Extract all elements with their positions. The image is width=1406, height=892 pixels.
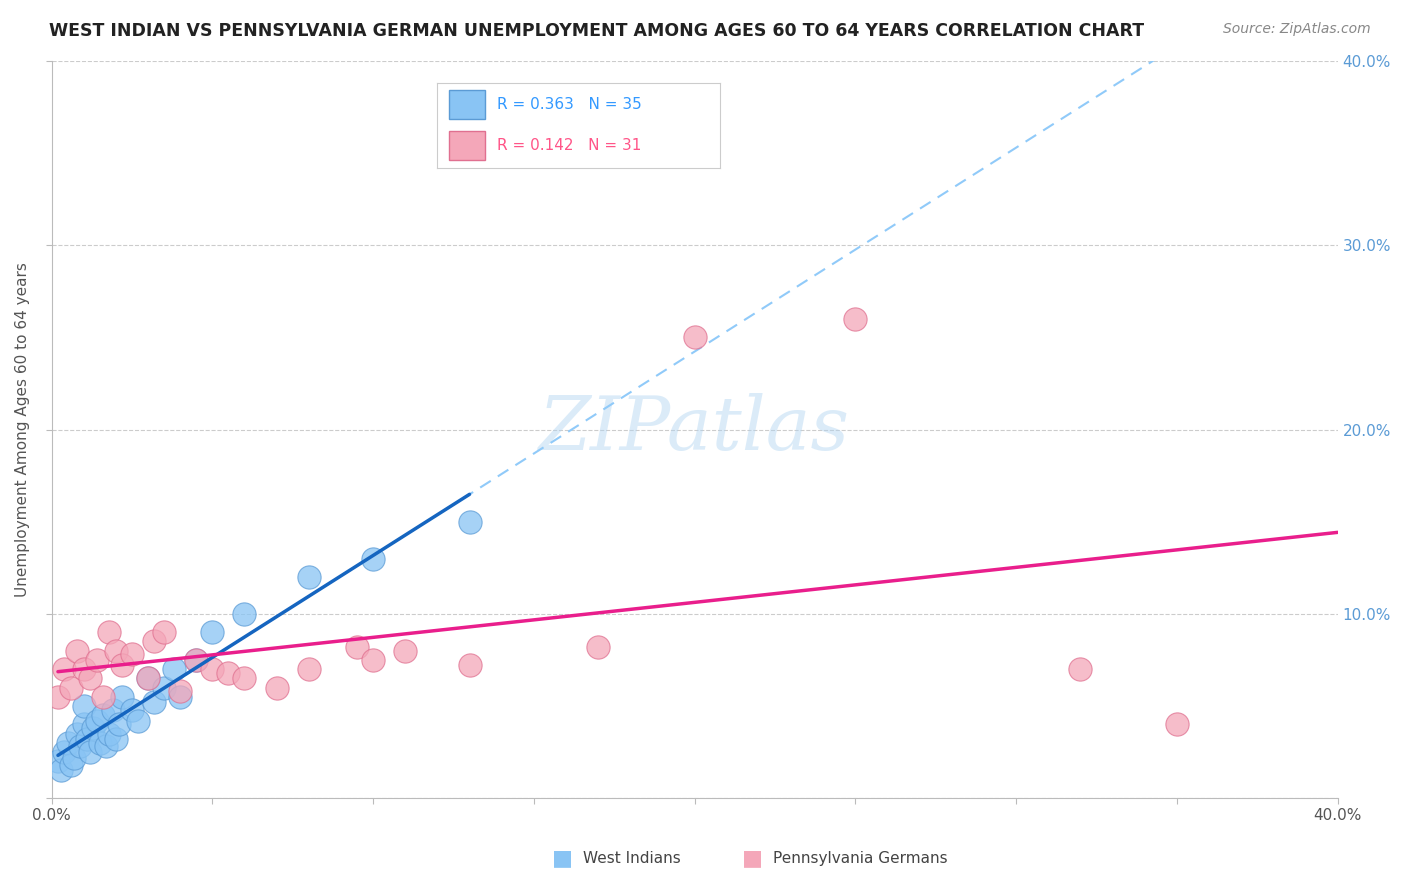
- Point: [217, 665, 239, 680]
- Point: [101, 703, 124, 717]
- Point: [201, 625, 224, 640]
- Point: [163, 662, 186, 676]
- Point: [46, 690, 69, 704]
- Point: [844, 312, 866, 326]
- Point: [127, 714, 149, 728]
- Point: [73, 698, 96, 713]
- Point: [98, 726, 121, 740]
- Point: [56, 736, 79, 750]
- Point: [143, 695, 166, 709]
- Point: [153, 625, 176, 640]
- Point: [89, 736, 111, 750]
- Point: [121, 648, 143, 662]
- Point: [98, 625, 121, 640]
- Point: [266, 681, 288, 695]
- Point: [53, 662, 76, 676]
- Point: [136, 671, 159, 685]
- Text: ZIPatlas: ZIPatlas: [538, 393, 851, 466]
- Point: [683, 330, 706, 344]
- Point: [298, 662, 321, 676]
- Point: [361, 551, 384, 566]
- Point: [46, 754, 69, 768]
- Point: [394, 643, 416, 657]
- Point: [59, 758, 82, 772]
- Point: [111, 690, 134, 704]
- Point: [82, 721, 104, 735]
- Point: [104, 643, 127, 657]
- Point: [63, 750, 86, 764]
- Point: [143, 634, 166, 648]
- Point: [1166, 717, 1188, 731]
- Point: [86, 714, 108, 728]
- Point: [153, 681, 176, 695]
- Point: [136, 671, 159, 685]
- Point: [66, 643, 89, 657]
- Point: [458, 658, 481, 673]
- Point: [111, 658, 134, 673]
- Point: [169, 684, 191, 698]
- Point: [104, 732, 127, 747]
- Point: [86, 653, 108, 667]
- Text: WEST INDIAN VS PENNSYLVANIA GERMAN UNEMPLOYMENT AMONG AGES 60 TO 64 YEARS CORREL: WEST INDIAN VS PENNSYLVANIA GERMAN UNEMP…: [49, 22, 1144, 40]
- Text: ■: ■: [553, 848, 572, 868]
- Point: [91, 708, 114, 723]
- Point: [233, 607, 256, 621]
- Point: [79, 671, 101, 685]
- Point: [73, 717, 96, 731]
- Point: [586, 640, 609, 654]
- Point: [108, 717, 131, 731]
- Point: [1069, 662, 1091, 676]
- Point: [79, 745, 101, 759]
- Point: [233, 671, 256, 685]
- Point: [51, 764, 73, 778]
- Point: [69, 739, 91, 754]
- Point: [96, 739, 118, 754]
- Point: [53, 745, 76, 759]
- Point: [76, 732, 98, 747]
- Point: [361, 653, 384, 667]
- Y-axis label: Unemployment Among Ages 60 to 64 years: Unemployment Among Ages 60 to 64 years: [15, 262, 30, 597]
- Point: [121, 703, 143, 717]
- Point: [66, 726, 89, 740]
- Point: [186, 653, 208, 667]
- Point: [169, 690, 191, 704]
- Text: Source: ZipAtlas.com: Source: ZipAtlas.com: [1223, 22, 1371, 37]
- Point: [346, 640, 368, 654]
- Point: [298, 570, 321, 584]
- Point: [458, 515, 481, 529]
- Text: ■: ■: [742, 848, 762, 868]
- Text: West Indians: West Indians: [583, 851, 682, 865]
- Point: [186, 653, 208, 667]
- Point: [201, 662, 224, 676]
- Text: Pennsylvania Germans: Pennsylvania Germans: [773, 851, 948, 865]
- Point: [73, 662, 96, 676]
- Point: [91, 690, 114, 704]
- Point: [59, 681, 82, 695]
